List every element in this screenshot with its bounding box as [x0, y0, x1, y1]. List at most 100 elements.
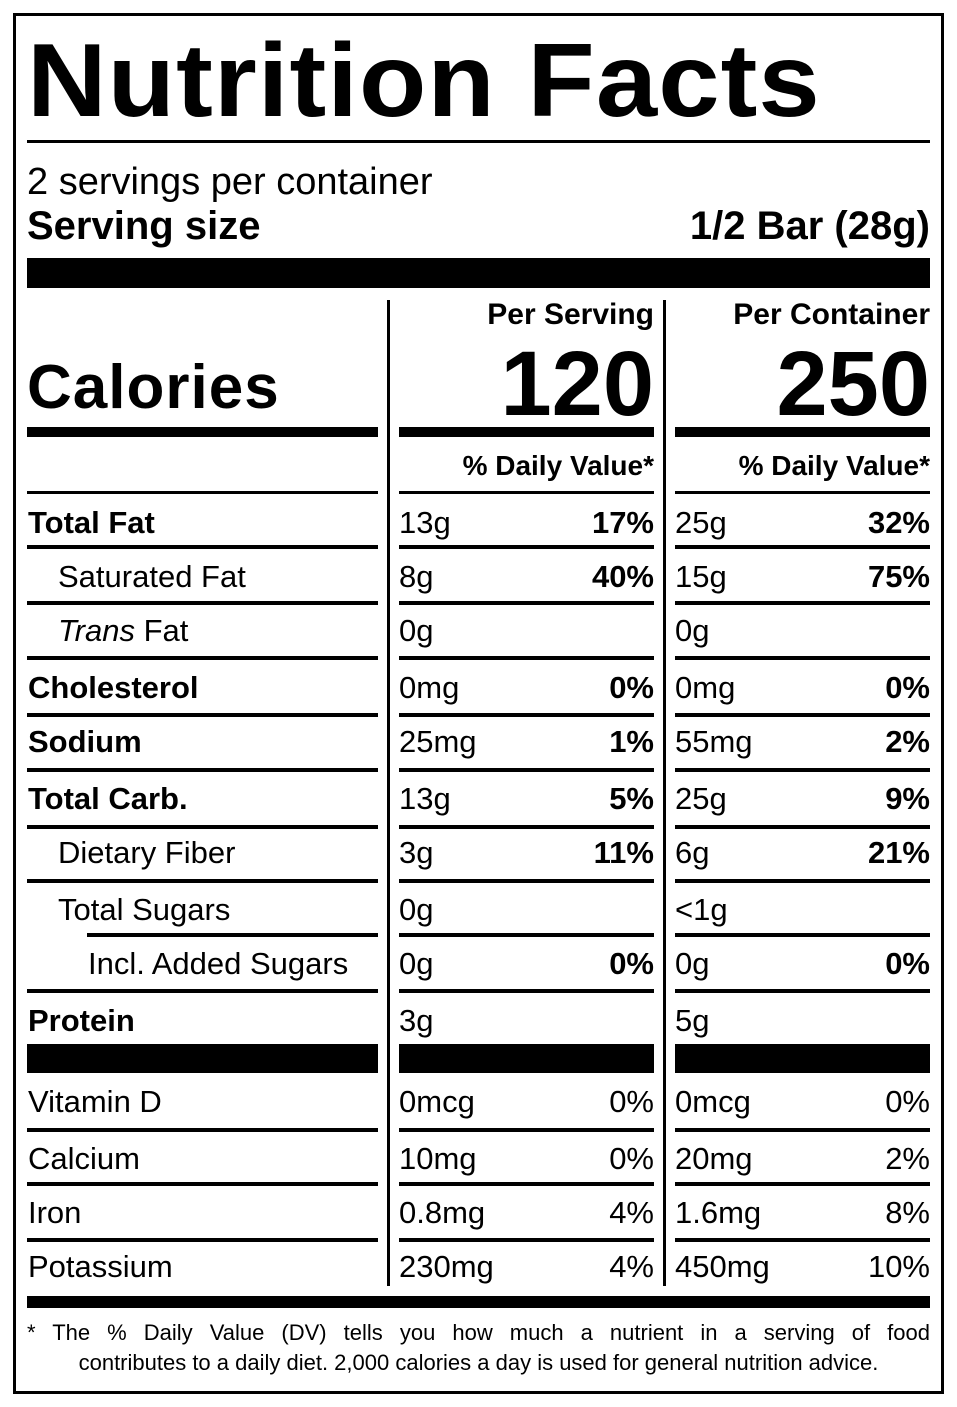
row-divider: [87, 933, 378, 937]
serving-amount: 230mg: [399, 1249, 494, 1284]
container-amount: 25g: [675, 781, 727, 816]
nutrient-name: Protein: [28, 1003, 135, 1038]
calories-bar-serving: [399, 427, 654, 437]
row-divider: [675, 713, 930, 717]
dv-header-serving: % Daily Value*: [462, 450, 654, 481]
serving-amount: 13g: [399, 505, 451, 540]
label-title: Nutrition Facts: [27, 23, 821, 139]
column-divider-2: [663, 300, 666, 1286]
row-divider: [27, 1238, 378, 1242]
footnote: * The % Daily Value (DV) tells you how m…: [27, 1318, 930, 1378]
serving-size-label: Serving size: [27, 204, 261, 248]
serving-amount: 0g: [399, 613, 434, 648]
row-divider: [27, 656, 378, 660]
nutrient-name: Vitamin D: [28, 1084, 162, 1119]
row-divider: [675, 601, 930, 605]
serving-size-value: 1/2 Bar (28g): [689, 204, 930, 248]
row-divider: [399, 989, 654, 993]
row-divider: [27, 545, 378, 549]
calories-label: Calories: [27, 353, 280, 422]
container-amount: 0g: [675, 946, 710, 981]
title-divider: [27, 140, 930, 143]
row-divider: [399, 933, 654, 937]
serving-dv: 4%: [609, 1249, 654, 1284]
micronutrient-thick-bar: [399, 1044, 654, 1073]
row-divider: [675, 1182, 930, 1186]
row-divider: [399, 768, 654, 772]
calories-bar-left: [27, 427, 378, 437]
container-amount: 6g: [675, 835, 710, 870]
row-divider: [675, 1128, 930, 1132]
container-dv: 10%: [867, 1249, 930, 1284]
container-amount: 0g: [675, 613, 710, 648]
serving-dv: 11%: [593, 835, 654, 870]
footnote-thick-bar: [27, 1296, 930, 1308]
micronutrient-thick-bar: [27, 1044, 378, 1073]
footnote-line-1: * The % Daily Value (DV) tells you how m…: [27, 1320, 930, 1345]
calories-bar-container: [675, 427, 930, 437]
row-divider: [675, 879, 930, 883]
row-divider: [675, 656, 930, 660]
fat-suffix: Fat: [134, 613, 189, 648]
column-divider-1: [387, 300, 390, 1286]
container-amount: 450mg: [675, 1249, 770, 1284]
container-amount: 5g: [675, 1003, 710, 1038]
per-container-header: Per Container: [733, 298, 930, 331]
nutrient-name: Dietary Fiber: [58, 835, 236, 870]
serving-amount: 3g: [399, 835, 434, 870]
container-dv: 2%: [885, 1141, 930, 1176]
nutrient-name: Calcium: [28, 1141, 140, 1176]
row-divider: [27, 713, 378, 717]
serving-amount: 0mcg: [399, 1084, 475, 1119]
row-divider: [399, 1182, 654, 1186]
serving-dv: 40%: [591, 559, 654, 594]
container-amount: 25g: [675, 505, 727, 540]
row-divider: [399, 601, 654, 605]
serving-dv: 0%: [609, 1141, 654, 1176]
serving-amount: 3g: [399, 1003, 434, 1038]
row-divider: [675, 545, 930, 549]
label-border: [13, 13, 944, 1394]
row-divider: [399, 825, 654, 829]
nutrient-name: Cholesterol: [28, 670, 199, 705]
serving-amount: 25mg: [399, 724, 477, 759]
container-amount: 15g: [675, 559, 727, 594]
row-divider: [27, 1128, 378, 1132]
calories-per-serving: 120: [500, 333, 655, 435]
nutrient-name: Sodium: [28, 724, 142, 759]
row-divider: [399, 491, 654, 494]
row-divider: [675, 989, 930, 993]
row-divider: [27, 768, 378, 772]
row-divider: [27, 601, 378, 605]
serving-amount: 13g: [399, 781, 451, 816]
row-divider: [27, 879, 378, 883]
container-dv: 0%: [885, 946, 930, 981]
serving-dv: 1%: [609, 724, 654, 759]
container-amount: 20mg: [675, 1141, 753, 1176]
trans-italic: Trans: [58, 613, 135, 648]
nutrient-name: Trans Fat: [58, 613, 188, 649]
footnote-line-2: contributes to a daily diet. 2,000 calor…: [78, 1350, 879, 1375]
serving-dv: 0%: [609, 670, 654, 705]
container-dv: 32%: [867, 505, 930, 540]
nutrient-name: Saturated Fat: [58, 559, 246, 594]
container-dv: 75%: [867, 559, 930, 594]
serving-amount: 0g: [399, 892, 434, 927]
row-divider: [675, 1238, 930, 1242]
row-divider: [399, 1238, 654, 1242]
serving-amount: 0mg: [399, 670, 460, 705]
nutrient-name: Potassium: [28, 1249, 173, 1284]
container-dv: 9%: [885, 781, 930, 816]
row-divider: [675, 933, 930, 937]
serving-dv: 4%: [609, 1195, 654, 1230]
container-amount: 55mg: [675, 724, 753, 759]
serving-amount: 8g: [399, 559, 434, 594]
nutrient-name: Total Carb.: [28, 781, 188, 816]
row-divider: [399, 1128, 654, 1132]
container-dv: 21%: [867, 835, 930, 870]
dv-header-container: % Daily Value*: [738, 450, 930, 481]
container-amount: 1.6mg: [675, 1195, 762, 1230]
servings-per-container: 2 servings per container: [27, 161, 433, 203]
row-divider: [675, 825, 930, 829]
nutrient-name: Iron: [28, 1195, 82, 1230]
